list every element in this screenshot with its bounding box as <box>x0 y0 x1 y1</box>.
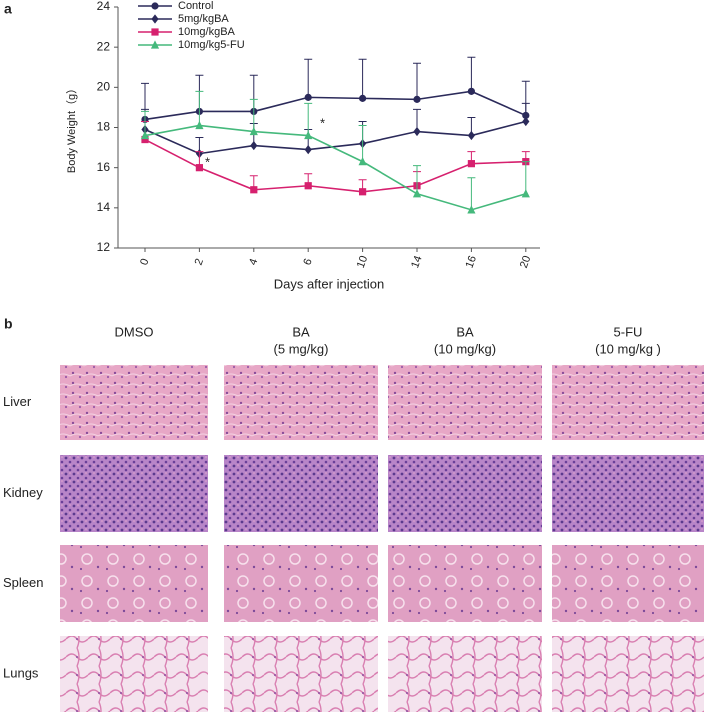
x-tick-label: 2 <box>193 257 206 267</box>
row-label: Kidney <box>3 485 43 500</box>
legend-label: 10mg/kgBA <box>178 26 236 38</box>
error-bar <box>467 177 476 210</box>
annotation: * <box>320 115 325 130</box>
row-label: Liver <box>3 394 32 409</box>
y-tick-label: 16 <box>97 160 111 174</box>
histology-image <box>388 545 542 622</box>
error-bar <box>358 58 367 99</box>
point <box>304 182 312 190</box>
column-header: DMSO <box>115 324 154 339</box>
point <box>304 93 312 101</box>
error-bar <box>413 62 421 100</box>
legend-label: 5mg/kgBA <box>178 13 229 25</box>
series-line <box>144 120 527 155</box>
point <box>141 135 149 144</box>
histology-image <box>388 365 542 440</box>
histology-image <box>552 636 704 712</box>
error-bar <box>413 165 421 194</box>
series-line <box>144 124 527 211</box>
point <box>413 95 421 103</box>
point <box>250 186 258 194</box>
point <box>359 188 367 196</box>
x-axis-label: Days after injection <box>274 276 385 291</box>
y-tick-label: 14 <box>97 200 111 214</box>
y-tick-label: 12 <box>97 240 111 254</box>
histology-image <box>224 455 378 532</box>
x-tick-label: 20 <box>518 254 533 270</box>
point <box>304 144 312 155</box>
legend-marker <box>150 40 160 49</box>
histology-image <box>552 545 704 622</box>
y-axis-label: Body Weight（g） <box>65 83 78 173</box>
annotation: * <box>205 154 210 169</box>
histology-image <box>60 636 208 712</box>
point <box>467 205 476 214</box>
y-tick-label: 24 <box>97 0 111 13</box>
series-line <box>144 90 527 121</box>
point <box>359 94 367 102</box>
point <box>195 120 204 130</box>
legend-label: 10mg/kg5-FU <box>178 39 245 51</box>
error-bar <box>195 90 204 126</box>
point <box>249 126 258 136</box>
x-tick-label: 10 <box>355 254 370 270</box>
histology-image <box>60 455 208 532</box>
point <box>140 130 150 140</box>
legend-marker <box>151 28 159 36</box>
series-line <box>144 138 526 193</box>
point <box>467 87 475 95</box>
point <box>521 189 530 198</box>
point <box>412 189 422 198</box>
column-header: (10 mg/kg) <box>434 341 496 356</box>
row-label: Lungs <box>3 665 39 680</box>
histology-image <box>552 365 704 440</box>
column-header: 5-FU <box>614 324 643 339</box>
column-header: BA <box>456 324 474 339</box>
x-tick-label: 4 <box>247 257 260 267</box>
point <box>250 140 258 151</box>
error-bar <box>521 161 530 194</box>
histology-image <box>388 455 542 532</box>
x-tick-label: 14 <box>409 254 424 270</box>
histology-image <box>224 365 378 440</box>
error-bar <box>358 124 367 162</box>
histology-image <box>60 365 208 440</box>
legend-marker <box>151 14 159 24</box>
histology-image <box>60 545 208 622</box>
legend-label: Control <box>178 0 213 12</box>
point <box>195 164 203 172</box>
error-bar <box>304 102 313 136</box>
histology-image <box>388 636 542 712</box>
error-bar <box>249 98 258 132</box>
point <box>522 116 530 127</box>
point <box>413 126 421 137</box>
panel-label: a <box>4 1 12 17</box>
histology-image <box>224 636 378 712</box>
x-tick-label: 6 <box>301 257 314 267</box>
column-header: (10 mg/kg ) <box>595 341 661 356</box>
y-tick-label: 20 <box>97 80 111 94</box>
row-label: Spleen <box>3 575 43 590</box>
column-header: (5 mg/kg) <box>274 341 329 356</box>
histology-image <box>552 455 704 532</box>
error-bar <box>467 56 476 92</box>
legend-marker <box>151 2 159 10</box>
x-tick-label: 0 <box>138 257 151 267</box>
x-tick-label: 16 <box>464 254 479 270</box>
point <box>467 160 475 168</box>
point <box>304 130 313 140</box>
column-header: BA <box>292 324 310 339</box>
panel-label: b <box>4 316 13 332</box>
error-bar <box>304 58 313 98</box>
y-tick-label: 18 <box>97 120 111 134</box>
point <box>358 157 367 166</box>
point <box>467 130 475 141</box>
histology-image <box>224 545 378 622</box>
y-tick-label: 22 <box>97 39 111 53</box>
